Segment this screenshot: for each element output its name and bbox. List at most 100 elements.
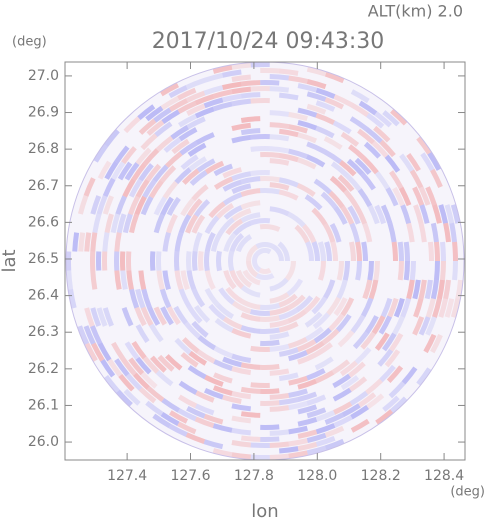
field-texture: [286, 278, 304, 297]
field-texture: [379, 139, 396, 158]
y-tick-label: 26.5: [28, 251, 59, 267]
x-tick-label: 128.0: [297, 468, 337, 484]
field-texture: [340, 131, 360, 147]
field-texture: [222, 394, 242, 404]
field-texture: [449, 222, 458, 243]
field-texture: [390, 108, 408, 126]
field-texture: [311, 207, 328, 226]
field-texture: [425, 186, 437, 206]
field-texture: [295, 295, 314, 313]
field-texture: [420, 152, 435, 172]
field-texture: [297, 404, 318, 415]
field-texture: [185, 432, 206, 444]
field-texture: [337, 330, 355, 348]
field-texture: [297, 352, 317, 365]
field-texture: [296, 339, 317, 352]
field-texture: [433, 241, 440, 261]
field-texture: [306, 91, 327, 102]
field-texture: [159, 82, 180, 97]
field-texture: [386, 365, 404, 384]
field-texture: [208, 201, 226, 219]
field-texture: [323, 223, 336, 243]
field-texture: [213, 345, 233, 359]
field-texture: [222, 192, 243, 206]
field-texture: [324, 438, 345, 451]
field-texture: [260, 364, 280, 370]
x-tick-label: 127.6: [170, 468, 210, 484]
field-texture: [317, 261, 326, 281]
field-texture: [84, 342, 98, 362]
field-texture: [288, 75, 308, 84]
field-texture: [84, 307, 95, 327]
field-texture: [250, 382, 270, 388]
field-texture: [397, 261, 405, 281]
field-texture: [333, 94, 353, 108]
field-texture: [278, 347, 299, 357]
field-texture: [374, 332, 390, 351]
field-texture: [350, 405, 370, 420]
field-texture: [392, 186, 405, 207]
field-texture: [77, 325, 90, 345]
field-texture: [204, 215, 220, 235]
field-texture: [433, 261, 440, 281]
field-texture: [225, 218, 243, 236]
field-texture: [114, 145, 130, 164]
field-texture: [413, 298, 424, 318]
field-texture: [203, 439, 224, 450]
field-texture: [186, 251, 192, 271]
field-texture: [128, 357, 145, 376]
field-texture: [212, 448, 233, 458]
field-texture: [336, 279, 348, 300]
field-texture: [306, 368, 326, 381]
field-texture: [186, 406, 206, 419]
field-texture: [204, 270, 216, 291]
field-texture: [401, 366, 418, 385]
field-texture: [403, 261, 410, 281]
field-texture: [203, 85, 224, 96]
field-texture: [231, 134, 252, 144]
field-texture: [354, 205, 368, 225]
field-texture: [218, 287, 235, 305]
field-texture: [260, 68, 280, 74]
field-texture: [323, 279, 336, 299]
field-texture: [324, 71, 345, 84]
field-background: [66, 62, 464, 460]
field-texture: [178, 380, 198, 395]
field-texture: [418, 316, 431, 336]
field-texture: [231, 208, 252, 222]
field-texture: [348, 144, 366, 161]
field-texture: [324, 425, 345, 438]
field-texture: [196, 158, 216, 173]
field-texture: [324, 412, 345, 425]
field-texture: [160, 95, 180, 110]
field-texture: [100, 359, 116, 378]
field-texture: [145, 163, 162, 182]
field-texture: [259, 224, 281, 232]
field-texture: [315, 87, 336, 99]
field-texture: [406, 279, 415, 300]
field-texture: [260, 80, 280, 86]
x-axis-label: lon: [251, 501, 278, 521]
field-texture: [255, 273, 275, 280]
field-texture: [288, 375, 308, 386]
field-texture: [333, 297, 348, 317]
field-texture: [450, 204, 461, 224]
field-texture: [194, 106, 215, 119]
field-texture: [150, 355, 167, 373]
field-texture: [419, 204, 430, 224]
field-texture: [137, 104, 156, 121]
field-texture: [231, 86, 251, 95]
field-texture: [231, 403, 251, 412]
field-texture: [161, 397, 180, 413]
field-texture: [212, 385, 233, 396]
field-texture: [403, 241, 410, 261]
field-texture: [360, 172, 376, 191]
field-texture: [180, 352, 199, 368]
field-texture: [269, 134, 290, 142]
field-texture: [168, 423, 188, 437]
field-texture: [147, 306, 161, 326]
field-texture: [160, 196, 174, 216]
field-texture: [155, 370, 174, 387]
field-texture: [177, 421, 197, 435]
field-texture: [184, 321, 201, 339]
